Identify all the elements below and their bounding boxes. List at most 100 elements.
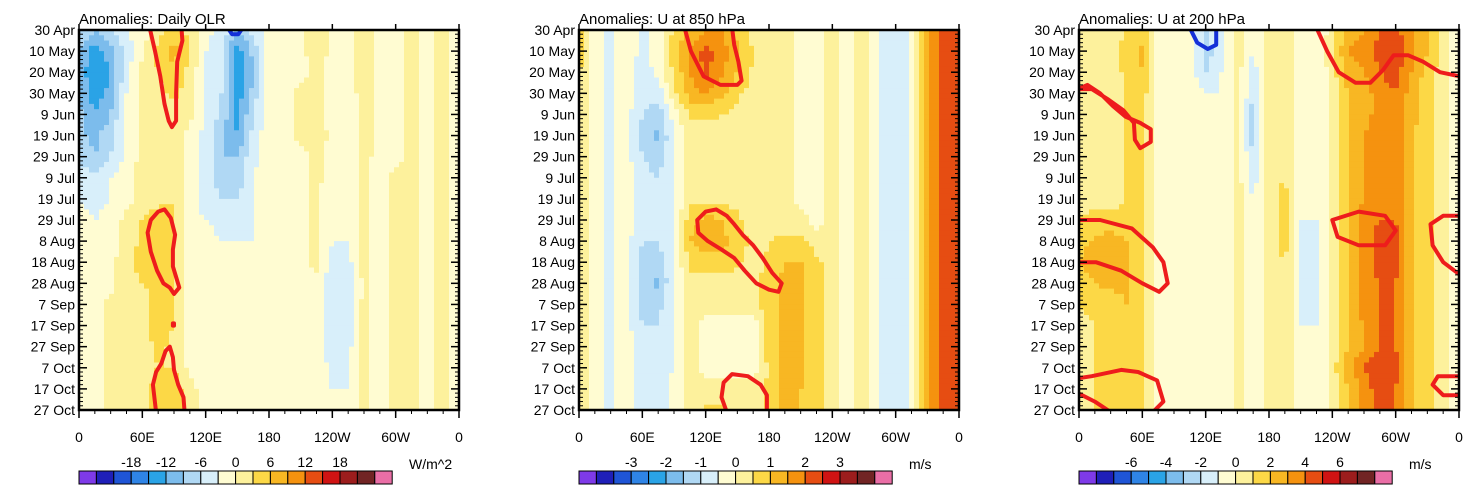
heatmap-cell: [89, 235, 95, 242]
heatmap-cell: [184, 357, 190, 364]
heatmap-cell: [269, 72, 275, 79]
heatmap-cell: [114, 267, 120, 274]
heatmap-cell: [104, 404, 110, 410]
heatmap-cell: [314, 114, 320, 121]
heatmap-cell: [109, 88, 115, 94]
heatmap-cell: [294, 373, 300, 379]
heatmap-cell: [294, 51, 300, 57]
heatmap-cell: [204, 167, 210, 174]
heatmap-cell: [394, 56, 400, 63]
heatmap-cell: [169, 293, 175, 300]
heatmap-cell: [294, 198, 300, 205]
heatmap-cell: [219, 351, 225, 358]
heatmap-cell: [174, 309, 180, 316]
heatmap-cell: [199, 151, 205, 158]
heatmap-cell: [129, 40, 135, 47]
heatmap-cell: [224, 56, 230, 63]
heatmap-cell: [349, 320, 355, 327]
heatmap-cell: [364, 172, 370, 179]
heatmap-cell: [334, 45, 340, 52]
heatmap-cell: [339, 161, 345, 168]
heatmap-cell: [289, 209, 295, 216]
heatmap-cell: [244, 288, 250, 295]
heatmap-cell: [344, 93, 350, 100]
heatmap-cell: [289, 351, 295, 358]
heatmap-cell: [274, 404, 280, 410]
heatmap-cell: [369, 156, 375, 163]
heatmap-cell: [399, 35, 405, 42]
heatmap-cell: [329, 283, 335, 290]
heatmap-cell: [294, 135, 300, 142]
heatmap-cell: [294, 151, 300, 158]
heatmap-cell: [324, 288, 330, 295]
heatmap-cell: [394, 130, 400, 137]
heatmap-cell: [299, 225, 305, 232]
heatmap-cell: [344, 51, 350, 57]
heatmap-cell: [394, 278, 400, 284]
heatmap-cell: [134, 61, 140, 68]
heatmap-cell: [84, 72, 90, 79]
heatmap-cell: [359, 193, 365, 200]
heatmap-cell: [344, 388, 350, 395]
heatmap-cell: [114, 241, 120, 247]
heatmap-cell: [139, 293, 145, 300]
heatmap-cell: [334, 288, 340, 295]
heatmap-cell: [394, 93, 400, 100]
heatmap-cell: [424, 72, 430, 79]
heatmap-cell: [324, 304, 330, 311]
heatmap-cell: [239, 82, 245, 89]
heatmap-cell: [229, 183, 235, 189]
heatmap-cell: [184, 320, 190, 327]
heatmap-cell: [314, 404, 320, 410]
heatmap-cell: [144, 119, 150, 126]
heatmap-cell: [354, 293, 360, 300]
heatmap-cell: [214, 93, 220, 100]
heatmap-cell: [169, 230, 175, 237]
heatmap-cell: [324, 61, 330, 68]
heatmap-cell: [129, 56, 135, 63]
heatmap-cell: [129, 119, 135, 126]
heatmap-cell: [329, 272, 335, 279]
heatmap-cell: [199, 351, 205, 358]
heatmap-cell: [114, 188, 120, 195]
heatmap-cell: [379, 272, 385, 279]
heatmap-cell: [129, 383, 135, 390]
heatmap-cell: [244, 378, 250, 385]
heatmap-cell: [199, 103, 205, 110]
heatmap-cell: [409, 367, 415, 374]
heatmap-cell: [359, 125, 365, 131]
heatmap-cell: [404, 251, 410, 258]
heatmap-cell: [259, 183, 265, 189]
heatmap-cell: [409, 140, 415, 147]
heatmap-cell: [144, 220, 150, 226]
heatmap-cell: [369, 256, 375, 263]
heatmap-cell: [164, 246, 170, 253]
heatmap-cell: [94, 262, 100, 269]
heatmap-cell: [364, 362, 370, 369]
heatmap-cell: [379, 299, 385, 306]
heatmap-cell: [354, 93, 360, 100]
heatmap-cell: [319, 188, 325, 195]
heatmap-cell: [214, 161, 220, 168]
heatmap-cell: [319, 146, 325, 152]
heatmap-cell: [199, 267, 205, 274]
heatmap-cell: [104, 288, 110, 295]
heatmap-cell: [84, 161, 90, 168]
heatmap-cell: [279, 140, 285, 147]
heatmap-cell: [394, 288, 400, 295]
heatmap-cell: [159, 156, 165, 163]
heatmap-cell: [399, 193, 405, 200]
heatmap-cell: [324, 378, 330, 385]
heatmap-cell: [114, 109, 120, 116]
heatmap-cell: [79, 51, 85, 57]
heatmap-cell: [359, 262, 365, 269]
heatmap-cell: [319, 272, 325, 279]
heatmap-cell: [249, 304, 255, 311]
heatmap-cell: [314, 341, 320, 348]
heatmap-cell: [309, 114, 315, 121]
heatmap-cell: [354, 304, 360, 311]
heatmap-cell: [134, 278, 140, 284]
heatmap-cell: [359, 357, 365, 364]
heatmap-cell: [89, 172, 95, 179]
heatmap-cell: [364, 251, 370, 258]
